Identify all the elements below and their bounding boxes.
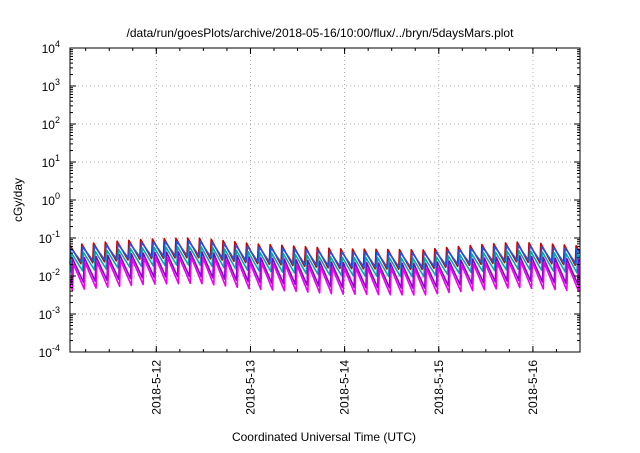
y-axis: 104 103 102 101 100 10-1 10-2 10-3 10-4 (39, 39, 580, 360)
chart-title: /data/run/goesPlots/archive/2018-05-16/1… (127, 26, 515, 40)
series-line-5 (69, 256, 581, 296)
x-axis-label: Coordinated Universal Time (UTC) (232, 430, 416, 444)
series-line-3 (69, 245, 581, 278)
x-tick-label: 2018-5-12 (149, 360, 163, 415)
y-tick-label: 101 (42, 153, 60, 170)
y-tick-label: 100 (42, 191, 60, 208)
y-tick-label: 10-3 (39, 305, 60, 322)
y-tick-label: 104 (42, 39, 60, 56)
series-line-4 (69, 250, 581, 289)
x-tick-label: 2018-5-16 (526, 360, 540, 415)
x-tick-label: 2018-5-13 (243, 360, 257, 415)
y-axis-label: cGy/day (11, 178, 25, 222)
x-tick-label: 2018-5-14 (338, 360, 352, 415)
y-tick-label: 10-4 (39, 343, 60, 360)
grid (70, 48, 580, 352)
y-tick-label: 10-1 (39, 229, 60, 246)
y-tick-label: 10-2 (39, 267, 60, 284)
series-line-2 (69, 240, 581, 270)
x-tick-label: 2018-5-15 (432, 360, 446, 415)
y-tick-label: 103 (42, 77, 60, 94)
y-tick-label: 102 (42, 115, 60, 132)
series-group (69, 237, 581, 296)
x-axis: 2018-5-12 2018-5-13 2018-5-14 2018-5-15 2018… (85, 48, 581, 415)
